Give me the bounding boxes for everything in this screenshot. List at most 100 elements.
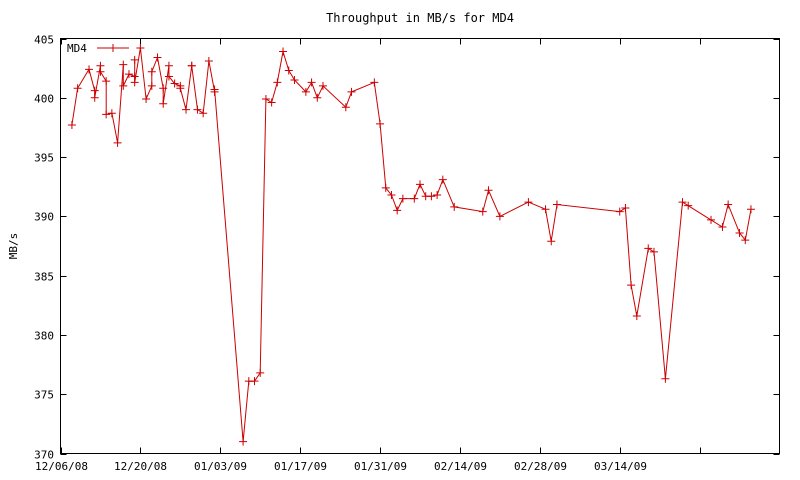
x-tick-label: 12/20/08 — [114, 460, 167, 473]
data-point — [290, 76, 299, 84]
data-point — [398, 194, 407, 203]
data-point — [450, 202, 459, 211]
data-point — [484, 186, 493, 195]
data-point — [164, 72, 173, 81]
data-point — [393, 206, 402, 215]
data-point — [113, 138, 122, 147]
data-point — [387, 191, 396, 200]
legend-marker — [109, 44, 117, 52]
data-point — [67, 121, 76, 130]
data-point — [313, 93, 322, 102]
data-point — [142, 94, 151, 103]
data-point — [541, 205, 550, 214]
data-point — [718, 223, 727, 232]
data-point — [524, 198, 533, 207]
data-point — [301, 87, 310, 96]
chart-title: Throughput in MB/s for MD4 — [326, 11, 514, 25]
data-point — [644, 244, 653, 253]
data-point — [416, 180, 424, 189]
data-point — [204, 57, 213, 66]
data-point — [267, 98, 276, 107]
data-point — [130, 55, 139, 64]
legend-label: MD4 — [67, 42, 87, 55]
data-point — [649, 247, 658, 256]
data-point — [102, 110, 111, 119]
data-point — [707, 215, 716, 224]
data-point — [107, 109, 116, 118]
data-point — [85, 65, 94, 74]
data-point — [370, 78, 379, 87]
data-point — [102, 77, 111, 86]
x-tick-label: 01/03/09 — [194, 460, 247, 473]
data-point — [627, 281, 636, 290]
data-point — [376, 119, 385, 128]
data-point — [73, 84, 82, 93]
data-point — [478, 207, 487, 216]
data-point — [136, 43, 145, 52]
data-point — [261, 94, 270, 103]
x-axis: 12/06/08 12/20/08 01/03/09 01/17/09 01/31/09… — [35, 38, 701, 473]
x-tick-label: 12/06/08 — [35, 460, 88, 473]
y-tick-label: 395 — [34, 152, 54, 165]
legend: MD4 — [67, 42, 129, 55]
data-point — [96, 67, 105, 76]
data-point — [273, 78, 282, 87]
data-point — [164, 61, 173, 70]
data-point — [159, 84, 168, 93]
data-point — [724, 200, 733, 209]
data-point — [307, 78, 316, 87]
data-point — [279, 47, 288, 56]
x-tick-label: 03/14/09 — [594, 460, 647, 473]
data-point — [735, 228, 744, 237]
data-point — [615, 207, 624, 216]
data-point — [193, 105, 202, 114]
data-point — [147, 81, 156, 90]
data-point — [621, 204, 630, 213]
data-point — [176, 84, 185, 93]
data-point — [170, 79, 179, 88]
data-point — [210, 85, 219, 94]
data-point — [250, 377, 259, 386]
data-point — [284, 66, 293, 75]
x-tick-label: 02/14/09 — [434, 460, 487, 473]
data-point — [684, 201, 693, 210]
x-tick-label: 01/31/09 — [354, 460, 407, 473]
series-line-md4 — [71, 47, 752, 442]
y-tick-label: 375 — [34, 389, 54, 402]
data-point — [90, 93, 99, 102]
plot-frame — [60, 38, 780, 454]
data-point — [495, 212, 504, 221]
y-tick-label: 390 — [34, 211, 54, 224]
data-point — [199, 109, 208, 118]
y-tick-label: 380 — [34, 330, 54, 343]
data-point — [341, 103, 350, 112]
data-point — [153, 53, 162, 62]
data-point — [746, 205, 755, 214]
data-point — [410, 194, 419, 203]
data-point — [438, 175, 447, 184]
data-point — [147, 67, 156, 76]
y-tick-label: 370 — [34, 449, 54, 462]
y-axis-label: MB/s — [7, 233, 20, 260]
data-point — [547, 237, 556, 246]
x-tick-label: 02/28/09 — [514, 460, 567, 473]
data-point — [678, 198, 687, 207]
data-point — [130, 78, 139, 87]
y-tick-label: 400 — [34, 93, 54, 106]
data-point — [552, 200, 561, 209]
y-tick-label: 405 — [34, 34, 54, 47]
data-point — [741, 236, 750, 245]
data-point — [347, 87, 356, 96]
x-tick-label: 01/17/09 — [274, 460, 327, 473]
data-point — [119, 81, 128, 90]
data-point — [239, 437, 248, 446]
data-point — [661, 374, 670, 383]
data-point — [124, 70, 133, 79]
series-layer — [67, 43, 755, 446]
data-point — [159, 99, 168, 108]
data-point — [632, 311, 641, 320]
data-point — [256, 368, 265, 377]
data-point — [381, 183, 390, 192]
data-point — [433, 191, 442, 200]
